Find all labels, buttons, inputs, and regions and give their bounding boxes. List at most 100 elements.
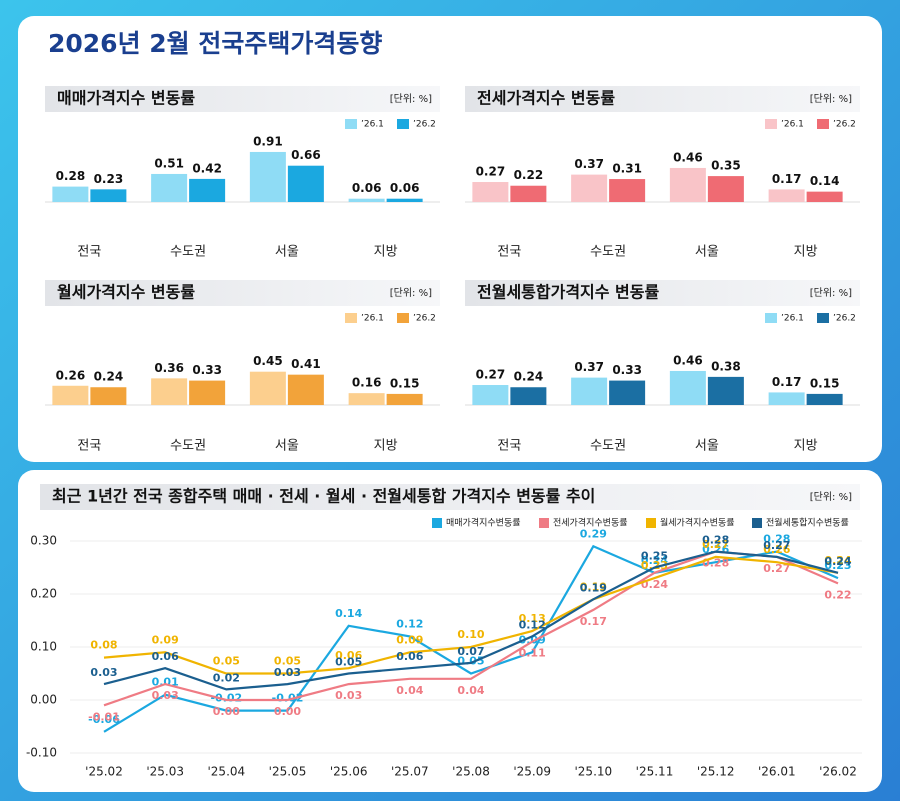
bar [151, 378, 188, 405]
panel-title: 최근 1년간 전국 종합주택 매매 · 전세 · 월세 · 전월세통합 가격지수… [52, 487, 595, 506]
bar-value-label: 0.36 [154, 361, 184, 375]
data-label: 0.05 [335, 656, 362, 669]
bar [806, 393, 843, 405]
x-tick-label: '25.10 [575, 765, 613, 779]
y-tick-label: 0.30 [30, 534, 57, 548]
panel-title: 월세가격지수 변동률 [57, 283, 195, 302]
bar-value-label: 0.66 [291, 148, 321, 162]
bar [90, 189, 127, 202]
data-label: 0.29 [580, 527, 607, 540]
bar-value-label: 0.24 [94, 370, 124, 384]
data-label: 0.22 [824, 588, 851, 601]
series-line [103, 555, 839, 675]
data-label: 0.24 [641, 554, 668, 567]
bar [571, 174, 608, 202]
data-label: 0.24 [824, 555, 851, 568]
legend-label: ’26.2 [413, 120, 436, 130]
panel-header [45, 86, 440, 112]
bar [609, 380, 646, 405]
data-label: 0.06 [152, 650, 179, 663]
data-label: 0.03 [335, 689, 362, 702]
bar-value-label: 0.51 [154, 156, 184, 170]
data-label: 0.06 [335, 649, 362, 662]
bar-value-label: 0.91 [253, 134, 283, 148]
bar-value-label: 0.23 [94, 172, 124, 186]
category-label: 지방 [794, 245, 818, 260]
legend-swatch [646, 518, 656, 528]
legend-swatch [432, 518, 442, 528]
bar [52, 385, 89, 405]
bar [510, 185, 547, 202]
category-label: 수도권 [590, 245, 626, 260]
data-label: 0.03 [90, 666, 117, 679]
legend-swatch [345, 119, 357, 129]
legend-label: 월세가격지수변동률 [660, 517, 735, 529]
x-tick-label: '25.09 [513, 765, 551, 779]
category-label: 수도권 [170, 245, 206, 260]
data-label: 0.11 [519, 647, 546, 660]
bar [707, 376, 744, 405]
y-tick-label: 0.00 [30, 693, 57, 707]
panel-title: 전세가격지수 변동률 [477, 89, 615, 108]
legend-swatch [539, 518, 549, 528]
bar-value-label: 0.33 [192, 363, 222, 377]
data-label: 0.28 [763, 533, 790, 546]
y-tick-label: 0.20 [30, 587, 57, 601]
legend-swatch [397, 313, 409, 323]
x-tick-label: '26.02 [819, 765, 857, 779]
bar [189, 380, 226, 405]
bar-value-label: 0.41 [291, 357, 321, 371]
bar-value-label: 0.27 [476, 368, 506, 382]
data-label: 0.12 [396, 617, 423, 630]
bar [768, 392, 805, 405]
data-label: 0.28 [702, 534, 729, 547]
x-tick-label: '25.04 [208, 765, 246, 779]
data-label: 0.04 [457, 684, 484, 697]
bar [189, 178, 226, 202]
legend-swatch [345, 313, 357, 323]
category-label: 지방 [374, 439, 398, 454]
legend-swatch [765, 313, 777, 323]
data-label: 0.24 [641, 578, 668, 591]
category-label: 전국 [77, 245, 101, 260]
legend-label: 전월세통합지수변동률 [766, 517, 849, 529]
unit-label: [단위: %] [390, 286, 432, 299]
data-label: 0.02 [213, 671, 240, 684]
x-tick-label: '25.07 [391, 765, 429, 779]
bar-value-label: 0.35 [711, 159, 741, 173]
bar-value-label: 0.31 [612, 162, 642, 176]
category-label: 지방 [374, 245, 398, 260]
bar-value-label: 0.22 [514, 168, 544, 182]
data-label: 0.26 [763, 543, 790, 556]
bar-value-label: 0.42 [192, 161, 222, 175]
category-label: 전국 [497, 439, 521, 454]
bar-value-label: 0.45 [253, 354, 283, 368]
x-tick-label: '25.05 [269, 765, 307, 779]
x-tick-label: '25.11 [636, 765, 674, 779]
data-label: 0.09 [519, 633, 546, 646]
data-label: 0.04 [396, 684, 423, 697]
data-label: 0.25 [641, 550, 668, 563]
bar-value-label: 0.46 [673, 353, 703, 367]
category-label: 지방 [794, 439, 818, 454]
legend-swatch [817, 313, 829, 323]
x-tick-label: '25.02 [85, 765, 123, 779]
bar-value-label: 0.06 [390, 181, 420, 195]
data-label: 0.09 [152, 633, 179, 646]
bar [707, 176, 744, 202]
bar [52, 186, 89, 202]
bar [806, 191, 843, 202]
category-label: 수도권 [170, 439, 206, 454]
x-tick-label: '25.03 [146, 765, 184, 779]
data-label: 0.12 [519, 618, 546, 631]
data-label: 0.08 [90, 639, 117, 652]
data-label: 0.19 [580, 580, 607, 593]
y-tick-label: -0.10 [26, 746, 57, 760]
data-label: 0.13 [519, 612, 546, 625]
top-card [18, 16, 882, 462]
bar [386, 393, 423, 405]
legend-label: ’26.1 [781, 314, 804, 324]
legend-label: ’26.2 [413, 314, 436, 324]
x-tick-label: '25.12 [697, 765, 735, 779]
bar [348, 393, 385, 405]
